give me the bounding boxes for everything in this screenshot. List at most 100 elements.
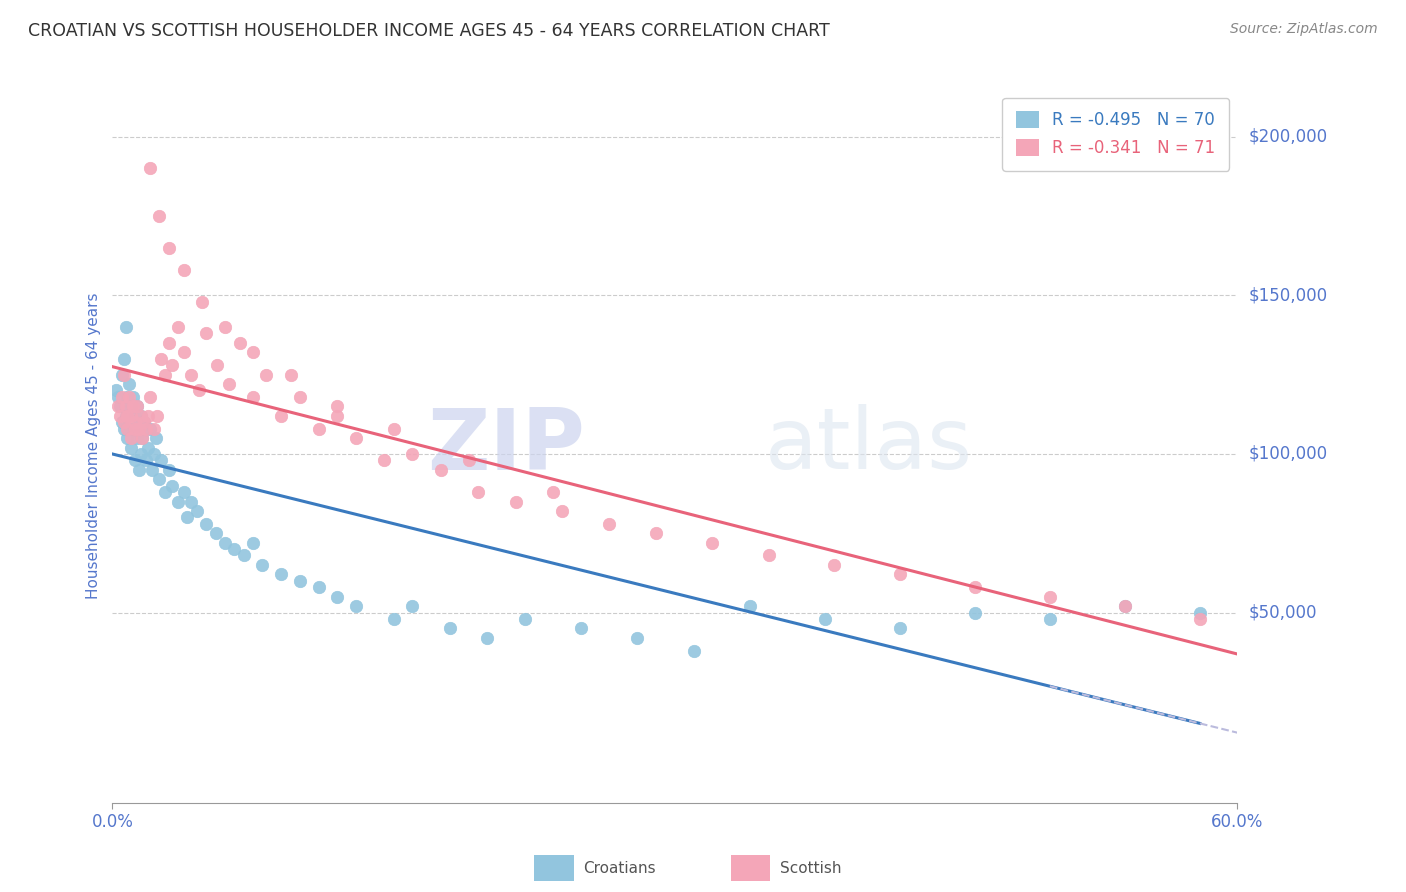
Point	[122, 421, 145, 435]
Point	[162, 478, 184, 492]
Point	[626, 631, 648, 645]
Point	[242, 345, 264, 359]
Point	[129, 447, 152, 461]
Point	[195, 326, 218, 341]
Point	[148, 209, 170, 223]
Point	[382, 421, 405, 435]
Point	[145, 431, 167, 445]
Point	[114, 400, 136, 414]
Point	[139, 390, 162, 404]
Point	[513, 612, 536, 626]
Point	[270, 409, 292, 423]
Point	[125, 400, 148, 414]
Point	[702, 535, 724, 549]
Point	[598, 516, 620, 531]
Point	[288, 574, 311, 588]
Point	[124, 421, 146, 435]
Point	[204, 526, 226, 541]
Point	[180, 368, 202, 382]
Point	[131, 431, 153, 445]
Point	[224, 542, 246, 557]
Point	[122, 390, 145, 404]
Point	[214, 320, 236, 334]
Point	[108, 400, 131, 414]
Point	[150, 453, 173, 467]
Point	[467, 485, 489, 500]
Point	[139, 421, 162, 435]
Point	[131, 431, 153, 445]
Point	[252, 558, 274, 572]
Point	[112, 421, 135, 435]
Point	[136, 409, 159, 423]
Point	[191, 294, 214, 309]
Point	[167, 494, 190, 508]
Point	[429, 463, 451, 477]
Point	[270, 567, 292, 582]
Point	[107, 400, 129, 414]
Point	[157, 463, 180, 477]
Point	[1114, 599, 1136, 614]
Point	[645, 526, 668, 541]
Point	[682, 643, 704, 657]
Point	[124, 409, 146, 423]
Point	[401, 599, 423, 614]
Text: ZIP: ZIP	[427, 404, 585, 488]
Text: $200,000: $200,000	[1249, 128, 1327, 145]
Point	[153, 485, 176, 500]
Text: Source: ZipAtlas.com: Source: ZipAtlas.com	[1230, 22, 1378, 37]
Text: Scottish: Scottish	[780, 862, 842, 876]
Point	[118, 421, 141, 435]
Text: $100,000: $100,000	[1249, 445, 1327, 463]
Point	[218, 377, 240, 392]
Point	[280, 368, 302, 382]
Point	[125, 400, 148, 414]
Point	[162, 358, 184, 372]
Point	[477, 631, 499, 645]
Point	[195, 516, 218, 531]
Point	[134, 415, 156, 429]
Point	[401, 447, 423, 461]
Point	[382, 612, 405, 626]
Point	[1188, 606, 1211, 620]
Point	[136, 441, 159, 455]
Point	[180, 494, 202, 508]
Point	[541, 485, 564, 500]
Point	[157, 241, 180, 255]
Y-axis label: Householder Income Ages 45 - 64 years: Householder Income Ages 45 - 64 years	[86, 293, 101, 599]
Point	[120, 409, 142, 423]
Point	[963, 606, 986, 620]
Point	[551, 504, 574, 518]
Point	[128, 421, 150, 435]
Point	[758, 549, 780, 563]
Point	[128, 463, 150, 477]
Point	[122, 400, 145, 414]
Point	[326, 590, 349, 604]
Point	[187, 384, 209, 398]
Point	[117, 421, 139, 435]
Point	[114, 409, 136, 423]
Legend: R = -0.495   N = 70, R = -0.341   N = 71: R = -0.495 N = 70, R = -0.341 N = 71	[1002, 97, 1229, 170]
Point	[111, 415, 134, 429]
Point	[129, 409, 152, 423]
Point	[232, 549, 254, 563]
Point	[135, 421, 157, 435]
Point	[120, 400, 142, 414]
Point	[326, 409, 349, 423]
Point	[176, 510, 198, 524]
Text: $150,000: $150,000	[1249, 286, 1327, 304]
Point	[457, 453, 479, 467]
Point	[963, 580, 986, 594]
Point	[214, 535, 236, 549]
Point	[344, 599, 367, 614]
Point	[112, 415, 135, 429]
Point	[141, 463, 163, 477]
Point	[114, 320, 136, 334]
Point	[186, 504, 208, 518]
Point	[128, 421, 150, 435]
Point	[308, 421, 330, 435]
Point	[229, 335, 252, 350]
Point	[308, 580, 330, 594]
Point	[142, 447, 165, 461]
Point	[889, 567, 911, 582]
Point	[157, 335, 180, 350]
